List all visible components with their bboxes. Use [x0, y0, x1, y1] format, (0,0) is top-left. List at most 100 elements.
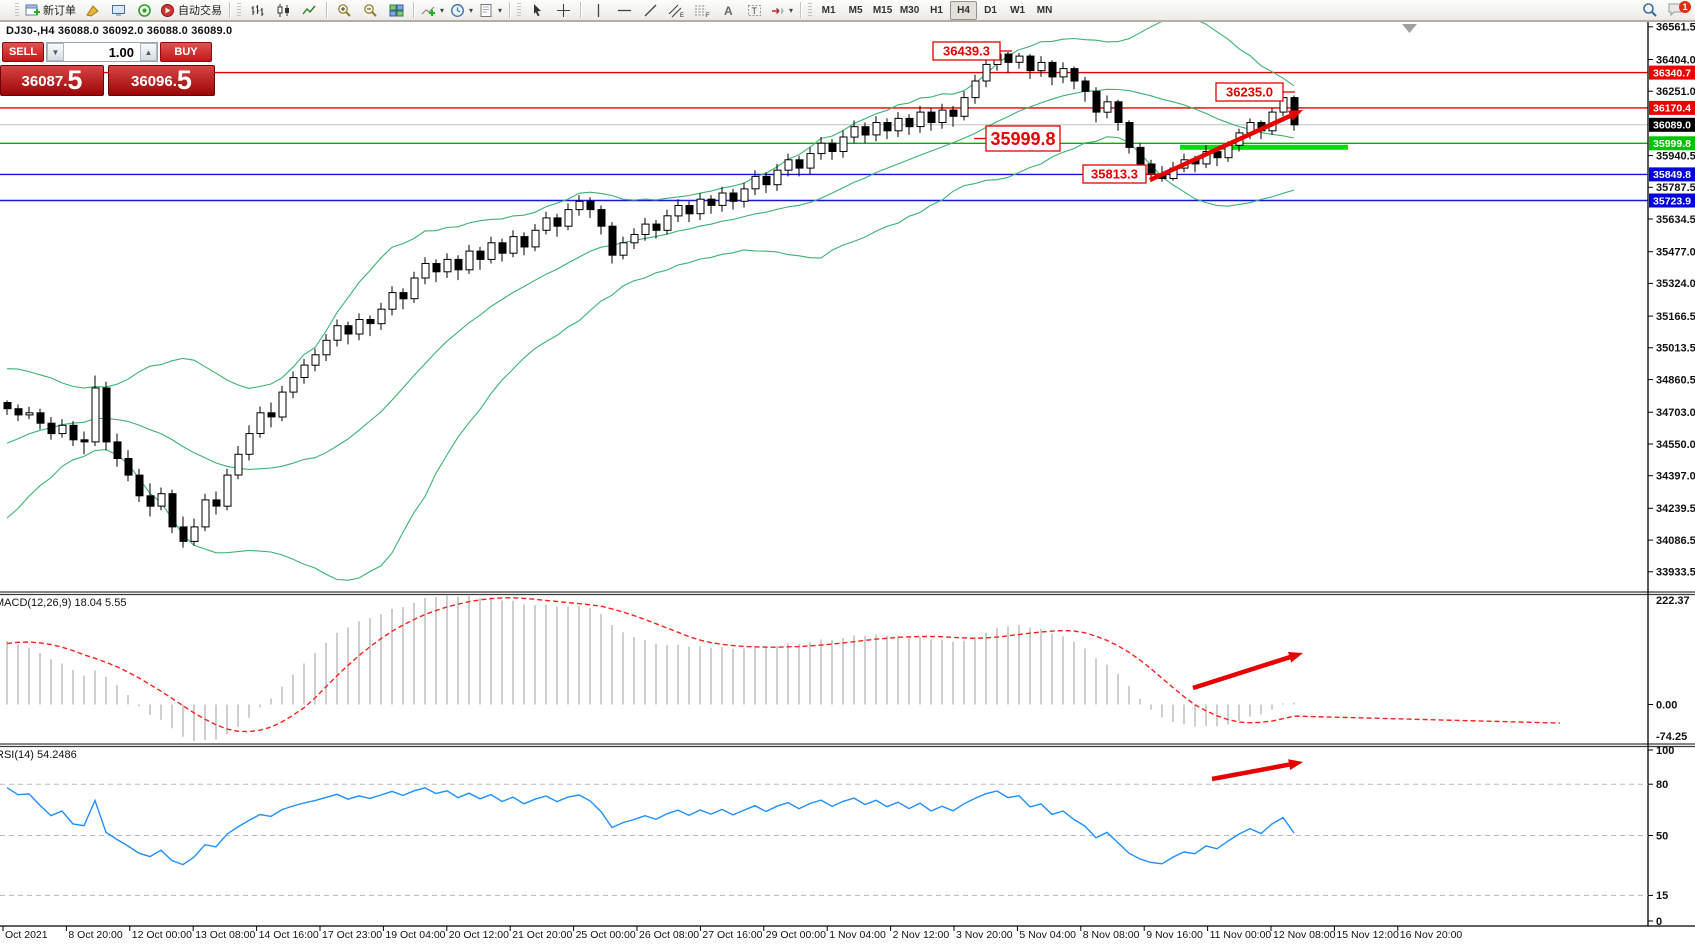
price-tick-label: 35166.5 [1656, 311, 1695, 323]
templates-button[interactable]: ▾ [476, 1, 505, 19]
rsi-level-lines [0, 783, 1648, 896]
price-tick-label: 36251.0 [1656, 86, 1695, 98]
date-tick-label: 8 Nov 08:00 [1083, 929, 1140, 941]
trendline-tool[interactable] [637, 1, 663, 19]
zoom-in-icon [337, 3, 351, 17]
svg-text:0.00: 0.00 [1656, 699, 1677, 711]
search-button[interactable] [1637, 1, 1663, 19]
timeframe-M30[interactable]: M30 [899, 4, 920, 16]
timeframe-W1[interactable]: W1 [1010, 4, 1026, 16]
date-axis[interactable]: Oct 2021 8 Oct 20:00 12 Oct 00:00 13 Oct 08… [2, 926, 1462, 941]
trend-arrow[interactable] [1211, 759, 1303, 782]
signal-icon [137, 3, 151, 17]
bollinger-bands [6, 17, 1295, 581]
price-badge-35999.8: 35999.8 [1649, 136, 1695, 151]
price-tick-label: 34239.5 [1656, 503, 1695, 515]
autotrading-label: 自动交易 [178, 5, 222, 17]
buy-price-panel[interactable]: 36096. 5 [108, 65, 215, 96]
main-toolbar: 新订单 自动交易 ▾ ▾ ▾ [0, 0, 1695, 21]
date-tick-label: 9 Nov 16:00 [1146, 929, 1203, 941]
text-label-tool[interactable]: T [741, 1, 767, 19]
trend-arrow[interactable] [1149, 110, 1303, 183]
timeframe-M15[interactable]: M15 [872, 4, 893, 16]
new-order-icon [25, 4, 40, 15]
date-tick-label: 13 Oct 08:00 [195, 929, 255, 941]
signals-button[interactable] [131, 1, 157, 19]
horizontal-lines-layer [0, 71, 1648, 202]
date-tick-label: 3 Nov 20:00 [956, 929, 1013, 941]
svg-text:100: 100 [1656, 745, 1674, 757]
price-badge-35723.9: 35723.9 [1649, 193, 1695, 208]
price-tick-label: 34086.5 [1656, 535, 1695, 547]
line-chart-icon [301, 5, 316, 14]
horizontal-line-tool[interactable] [611, 1, 637, 19]
svg-text:222.37: 222.37 [1656, 595, 1690, 607]
autotrading-icon [161, 3, 174, 17]
timeframe-H1[interactable]: H1 [930, 4, 943, 16]
price-badge-36089.0: 36089.0 [1649, 117, 1695, 132]
svg-text:A: A [724, 4, 733, 18]
band-upper [6, 17, 1295, 389]
timeframe-M5[interactable]: M5 [848, 4, 863, 16]
price-tick-label: 34860.5 [1656, 374, 1695, 386]
sell-button[interactable]: SELL [2, 42, 44, 62]
svg-text:E: E [680, 13, 684, 18]
buy-price-big: 5 [176, 65, 192, 95]
autotrading-button[interactable]: 自动交易 [157, 1, 225, 19]
volume-spinner: ▼ 1.00 ▲ [46, 42, 158, 62]
candlestick-chart-button[interactable] [270, 1, 296, 19]
green-highlight-segment[interactable] [1180, 144, 1348, 150]
bar-chart-button[interactable] [244, 1, 270, 19]
candles-layer [3, 52, 1299, 548]
price-tick-label: 35634.5 [1656, 214, 1695, 226]
timeframe-MN[interactable]: MN [1036, 4, 1053, 16]
shapes-tool[interactable]: ▾ [767, 1, 796, 19]
svg-text:36340.7: 36340.7 [1653, 67, 1691, 79]
band-lower [6, 136, 1295, 581]
crosshair-tool-button[interactable] [550, 1, 576, 19]
cleanup-button[interactable] [79, 1, 105, 19]
notifications-button[interactable]: 1 [1663, 1, 1691, 19]
text-tool[interactable]: A [715, 1, 741, 19]
cursor-icon [533, 3, 541, 16]
notification-badge: 1 [1679, 1, 1691, 13]
band-middle [6, 88, 1295, 470]
buy-button[interactable]: BUY [160, 42, 212, 62]
price-tick-label: 34703.0 [1656, 407, 1695, 419]
channel-tool[interactable]: E [663, 1, 689, 19]
price-tick-label: 36404.0 [1656, 54, 1695, 66]
volume-increase-button[interactable]: ▲ [140, 43, 157, 61]
scroll-to-end-marker[interactable] [1402, 24, 1417, 33]
price-badge-36170.4: 36170.4 [1649, 100, 1695, 115]
trend-arrow[interactable] [1192, 652, 1303, 691]
fibonacci-tool[interactable]: F [689, 1, 715, 19]
new-order-button[interactable]: 新订单 [22, 1, 79, 19]
volume-value[interactable]: 1.00 [108, 44, 134, 60]
timeframe-D1[interactable]: D1 [984, 4, 997, 16]
annotation-box[interactable] [985, 125, 1061, 152]
periods-button[interactable]: ▾ [447, 1, 476, 19]
annotation-text: 35999.8 [990, 129, 1055, 149]
timeframe-H4[interactable]: H4 [950, 0, 978, 20]
panel-separators[interactable] [0, 591, 1695, 748]
zoom-out-button[interactable] [357, 1, 383, 19]
market-watch-button[interactable] [105, 1, 131, 19]
line-chart-button[interactable] [296, 1, 322, 19]
macd-histogram [6, 595, 1295, 741]
sell-price-panel[interactable]: 36087. 5 [0, 65, 104, 96]
macd-signal-line [6, 596, 1561, 733]
cursor-tool-button[interactable] [524, 1, 550, 19]
zoom-in-button[interactable] [331, 1, 357, 19]
annotation-text: 36235.0 [1226, 85, 1273, 100]
sell-price-main: 36087. [21, 73, 68, 90]
vertical-line-tool[interactable] [585, 1, 611, 19]
tile-windows-button[interactable] [383, 1, 409, 19]
channel-icon: E [668, 4, 684, 18]
indicators-button[interactable]: ▾ [418, 1, 447, 19]
crosshair-icon [556, 3, 570, 17]
timeframe-M1[interactable]: M1 [821, 4, 836, 16]
volume-decrease-button[interactable]: ▼ [47, 43, 64, 61]
broom-icon [85, 4, 99, 17]
